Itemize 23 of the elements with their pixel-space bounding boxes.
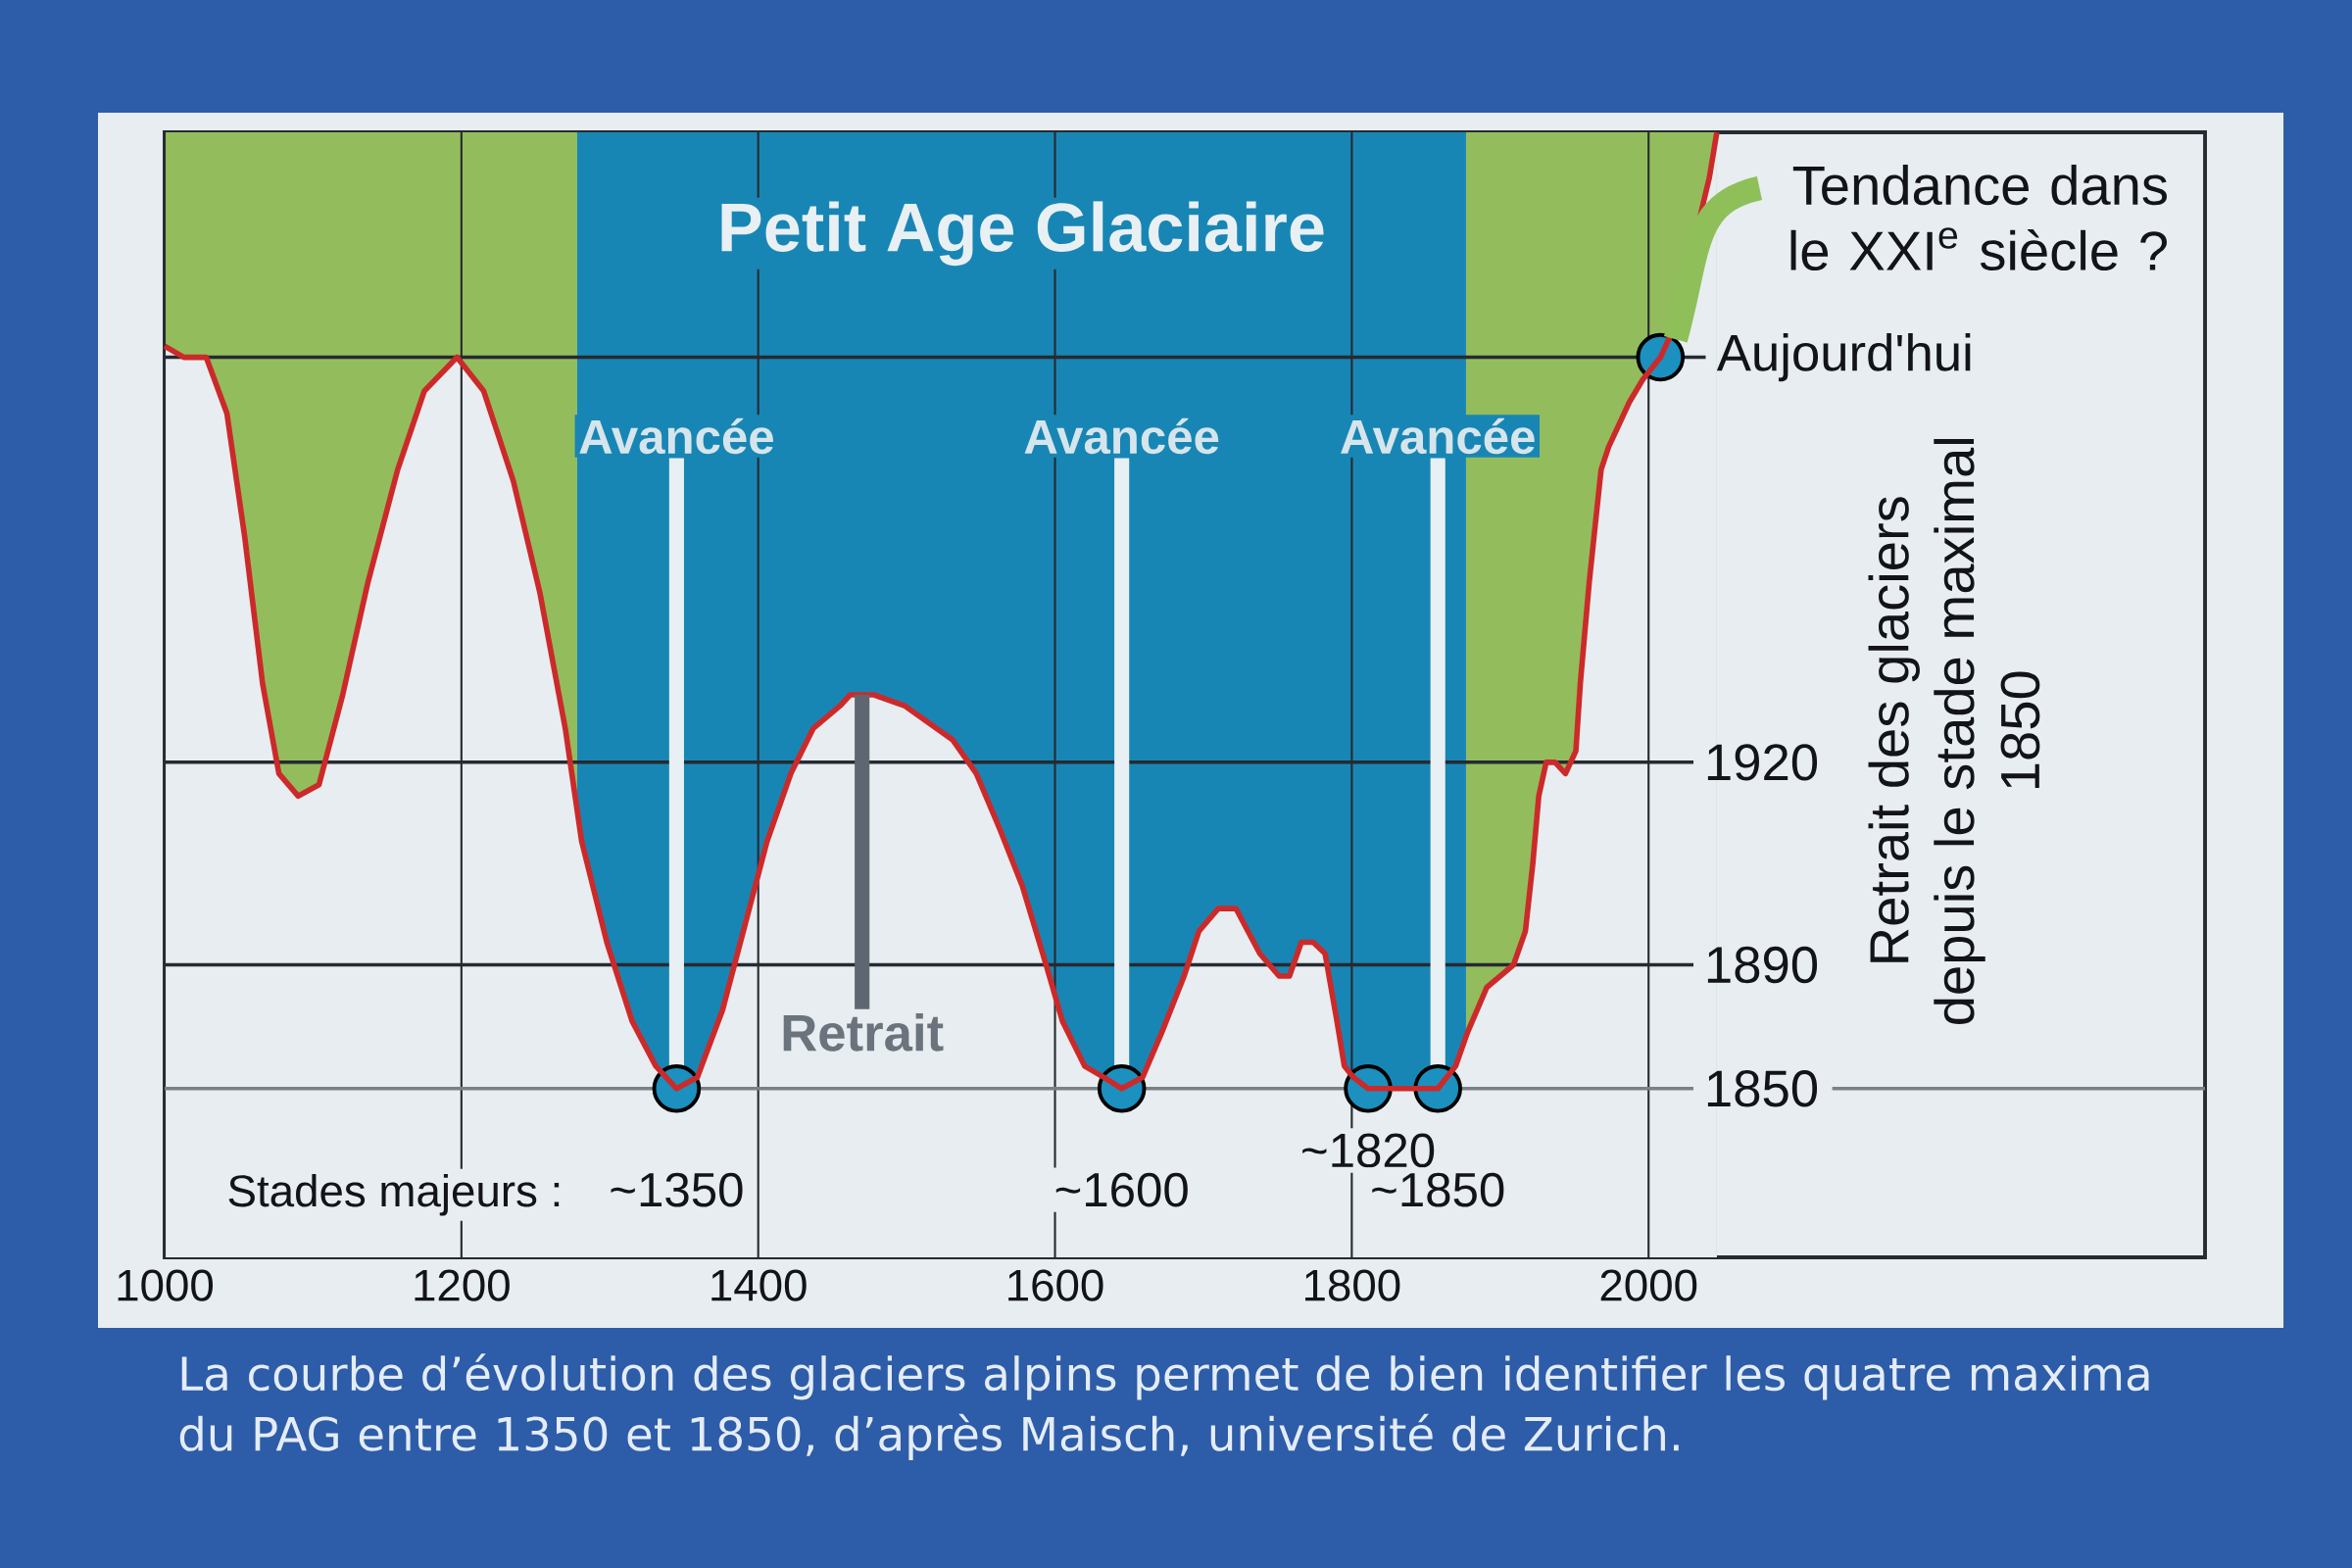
x-tick-label: 1000: [118, 1269, 214, 1301]
x-tick-label: 1600: [1008, 1269, 1103, 1301]
band-label: Petit Age Glaciaire: [721, 201, 1324, 267]
annotation: ~1820: [1302, 1133, 1435, 1168]
annotation: Avancée: [1024, 417, 1219, 455]
text: La courbe d’évolution des glaciers alpins permet de bien identifier les quatre maxima du PAG entre 1350 et 1850, d’après Maisch, université de Zurich.: [179, 1353, 2149, 1460]
annotation: ~1600: [1055, 1172, 1188, 1207]
x-tick-label: 2000: [1600, 1269, 1697, 1301]
annotation: 1850: [1707, 1070, 1818, 1107]
ref-line-label: Aujourd'hui: [1716, 333, 1971, 382]
annotation: ~1850: [1372, 1172, 1504, 1207]
x-tick-label: 1200: [415, 1269, 510, 1301]
annotation: Avancée: [579, 417, 773, 455]
annotation: 1920: [1707, 744, 1818, 781]
annotation: ~1350: [611, 1172, 743, 1207]
annotation: 1890: [1707, 946, 1818, 984]
annotation: Avancée: [1341, 417, 1535, 455]
x-tick-label: 1800: [1305, 1269, 1400, 1301]
annotation: Tendance dans le XXI$^{e}$ siècle ?: [1790, 164, 2167, 271]
x-tick-label: 1400: [711, 1269, 807, 1301]
y-axis-title: Retrait des glaciers depuis le stade maximal 1850: [1868, 439, 2040, 1024]
annotation: Retrait: [783, 1013, 944, 1052]
annotation: Stades majeurs :: [228, 1173, 560, 1216]
